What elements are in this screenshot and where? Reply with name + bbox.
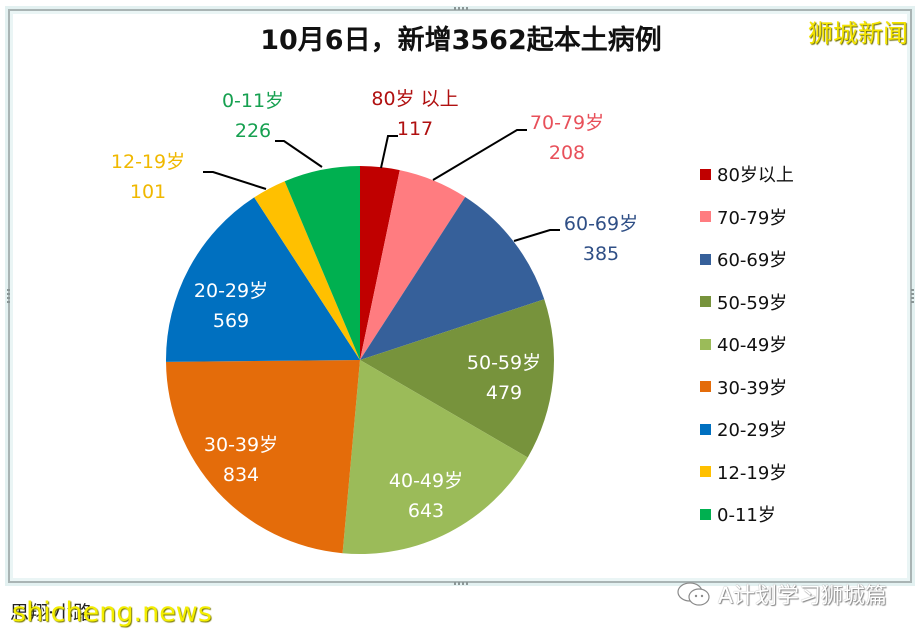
legend-label: 0-11岁 xyxy=(717,505,776,527)
pie-slice-12-19[interactable] xyxy=(254,181,360,360)
wechat-icon xyxy=(677,582,710,606)
legend-label: 12-19岁 xyxy=(717,462,788,484)
data-label-30-39: 30-39岁 834 xyxy=(204,430,278,490)
legend-item-50-59[interactable]: 50-59岁 xyxy=(700,281,794,324)
legend-swatch xyxy=(700,296,711,308)
legend-swatch xyxy=(700,168,711,180)
leader-line-80-plus xyxy=(380,135,398,169)
data-label-value: 208 xyxy=(548,142,586,164)
data-label-80-plus: 80岁 以上 117 xyxy=(371,84,458,144)
pie-slice-0-11[interactable] xyxy=(284,166,360,360)
legend-swatch xyxy=(700,338,711,350)
pie-slice-50-59[interactable] xyxy=(360,299,554,458)
legend-label: 40-49岁 xyxy=(717,335,788,357)
legend-item-70-79[interactable]: 70-79岁 xyxy=(700,196,794,239)
legend-swatch xyxy=(700,381,711,393)
legend-swatch xyxy=(700,508,711,520)
chart-title: 10月6日，新增3562起本土病例 xyxy=(260,25,662,56)
data-label-value: 643 xyxy=(407,500,445,522)
data-label-name: 20-29岁 xyxy=(193,280,269,302)
wechat-account-watermark: A计划学习狮城篇 xyxy=(676,578,887,610)
resize-handle-left[interactable] xyxy=(7,289,10,303)
legend-item-60-69[interactable]: 60-69岁 xyxy=(700,238,794,281)
leader-line-12-19 xyxy=(203,171,267,190)
data-label-value: 385 xyxy=(582,243,620,265)
data-label-name: 30-39岁 xyxy=(203,434,279,456)
leader-line-0-11 xyxy=(275,140,323,168)
legend-item-80-plus[interactable]: 80岁以上 xyxy=(700,153,794,196)
data-label-name: 40-49岁 xyxy=(388,470,464,492)
legend-label: 50-59岁 xyxy=(717,292,788,314)
legend-label: 70-79岁 xyxy=(717,207,788,229)
legend-item-12-19[interactable]: 12-19岁 xyxy=(700,451,794,494)
resize-handle-top[interactable] xyxy=(454,7,468,10)
pie-slice-30-39[interactable] xyxy=(166,360,360,554)
data-label-value: 226 xyxy=(234,120,272,142)
legend-item-0-11[interactable]: 0-11岁 xyxy=(700,493,794,536)
data-label-50-59: 50-59岁 479 xyxy=(467,348,541,408)
data-label-value: 479 xyxy=(485,382,523,404)
legend-swatch xyxy=(700,423,711,435)
leader-line-70-79 xyxy=(432,129,527,181)
legend-swatch xyxy=(700,466,711,478)
data-label-40-49: 40-49岁 643 xyxy=(389,466,463,526)
legend-label: 30-39岁 xyxy=(717,377,788,399)
chart-legend: 80岁以上 70-79岁 60-69岁 50-59岁 40-49岁 30-39岁… xyxy=(700,153,794,536)
brand-watermark: 狮城新闻 xyxy=(807,19,908,48)
data-label-value: 117 xyxy=(396,118,434,140)
wechat-account-name: A计划学习狮城篇 xyxy=(718,584,888,609)
data-label-20-29: 20-29岁 569 xyxy=(194,276,268,336)
data-label-60-69: 60-69岁 385 xyxy=(564,209,638,269)
legend-label: 80岁以上 xyxy=(717,165,794,187)
legend-swatch xyxy=(700,211,711,223)
pie-slice-40-49[interactable] xyxy=(342,360,528,555)
data-label-name: 70-79岁 xyxy=(529,112,605,134)
data-label-value: 834 xyxy=(222,464,260,486)
legend-item-40-49[interactable]: 40-49岁 xyxy=(700,323,794,366)
legend-item-30-39[interactable]: 30-39岁 xyxy=(700,366,794,409)
leader-line-60-69 xyxy=(513,229,560,242)
data-label-12-19: 12-19岁 101 xyxy=(111,147,185,207)
legend-swatch xyxy=(700,253,711,265)
resize-handle-right[interactable] xyxy=(911,289,914,303)
pie-slice-70-79[interactable] xyxy=(360,170,466,360)
data-label-name: 50-59岁 xyxy=(466,352,542,374)
data-label-value: 101 xyxy=(129,181,167,203)
legend-label: 20-29岁 xyxy=(717,420,788,442)
pie-slice-60-69[interactable] xyxy=(360,197,545,360)
legend-label: 60-69岁 xyxy=(717,250,788,272)
pie-slice-80-plus[interactable] xyxy=(360,166,400,360)
data-label-70-79: 70-79岁 208 xyxy=(530,108,604,168)
data-label-name: 80岁 以上 xyxy=(371,88,459,110)
author-text: 思翔·小路 xyxy=(10,602,93,624)
site-watermark: shicheng.news xyxy=(12,597,212,628)
data-label-name: 12-19岁 xyxy=(110,151,186,173)
legend-item-20-29[interactable]: 20-29岁 xyxy=(700,408,794,451)
data-label-value: 569 xyxy=(212,310,250,332)
data-label-0-11: 0-11岁 226 xyxy=(222,86,284,146)
data-label-name: 60-69岁 xyxy=(563,213,639,235)
pie-slice-20-29[interactable] xyxy=(166,197,360,362)
resize-handle-bottom[interactable] xyxy=(454,582,468,585)
data-label-name: 0-11岁 xyxy=(221,90,285,112)
